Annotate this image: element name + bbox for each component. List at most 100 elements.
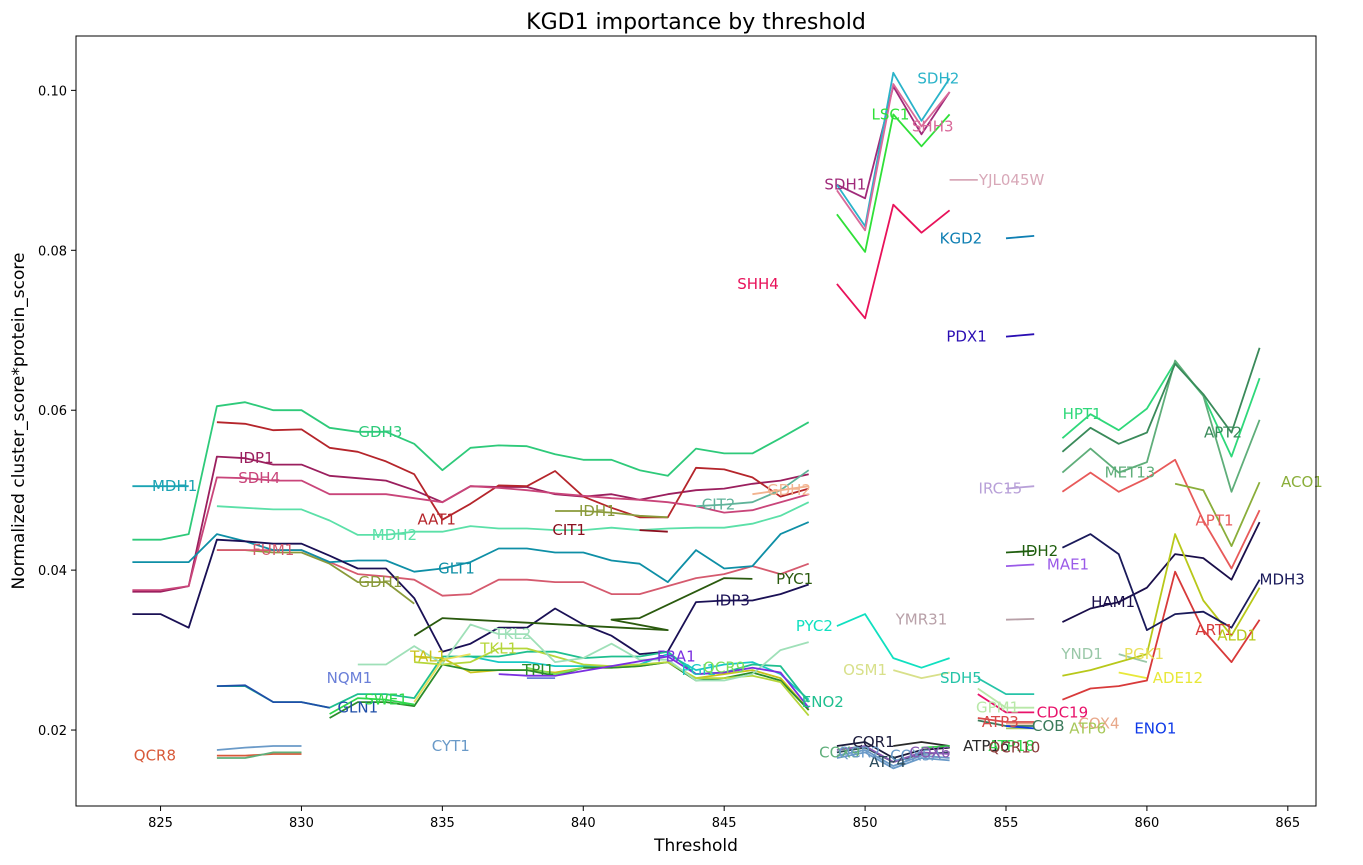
y-axis: 0.02 0.04 0.06 0.08 0.10 [38, 84, 76, 739]
series-label-idh2: IDH2 [1021, 542, 1058, 560]
series-line-atp3 [977, 717, 1035, 723]
series-label-irc15: IRC15 [979, 480, 1023, 498]
series-label-eno2: ENO2 [802, 693, 844, 711]
x-tick-label: 840 [571, 816, 596, 831]
series-line-gln1 [216, 684, 330, 709]
series-line-aat1 [216, 421, 809, 521]
series-line-cor1 [836, 741, 950, 759]
y-tick-label: 0.02 [38, 724, 67, 739]
series-label-cit2: CIT2 [702, 496, 736, 514]
series-label-apt2: APT2 [1204, 424, 1242, 442]
series-label-lsc1: LSC1 [872, 105, 910, 123]
series-label-sdh2: SDH2 [917, 69, 959, 87]
series-label-ymr31: YMR31 [895, 611, 948, 629]
series-label-shh4: SHH4 [737, 275, 779, 293]
series-line-tkl2 [357, 623, 809, 682]
series-label-sdh4: SDH4 [238, 469, 280, 487]
series-label-fum1: FUM1 [252, 541, 294, 559]
series-line-cit2 [695, 469, 810, 508]
series-line-shh3 [836, 83, 951, 232]
series-line-tkl1 [414, 647, 810, 717]
series-line-kgd2 [1005, 235, 1035, 240]
series-label-apt1: APT1 [1196, 512, 1234, 530]
series-line-idp3 [132, 538, 809, 655]
series-line-art1 [1062, 570, 1261, 701]
x-tick-label: 865 [1275, 816, 1300, 831]
x-tick-label: 845 [712, 816, 737, 831]
series-label-sdh5: SDH5 [940, 669, 982, 687]
series-label-mae1: MAE1 [1047, 556, 1089, 574]
series-line-ymr31 [1005, 618, 1035, 621]
series-label-art1: ART1 [1195, 621, 1233, 639]
series-line-pyc1 [413, 577, 753, 637]
series-line-apt1 [1061, 458, 1261, 570]
series-label-cit1: CIT1 [552, 521, 586, 539]
series-line-fba1 [498, 655, 810, 709]
series-label-pgk1: PGK1 [1124, 645, 1164, 663]
series-label-hpt1: HPT1 [1063, 405, 1102, 423]
series-label-atp3: ATP3 [982, 713, 1019, 731]
x-tick-label: 860 [1134, 816, 1159, 831]
series-label-tkl2: TKL2 [493, 625, 531, 643]
series-label-cyt1: CYT1 [432, 737, 470, 755]
series-label-pyc1: PYC1 [776, 570, 813, 588]
series-line-cdc19 [977, 693, 1035, 714]
series-line-qcr9 [526, 666, 584, 675]
series-line-cox5a [836, 749, 950, 767]
series-label-idp3: IDP3 [715, 592, 750, 610]
chart-title: KGD1 importance by threshold [526, 10, 866, 35]
series-label-glt1: GLT1 [438, 560, 475, 578]
series-label-tkl1: TKL1 [479, 639, 517, 657]
series-label-gdh3: GDH3 [358, 423, 402, 441]
plot-frame [75, 35, 1317, 807]
series-label-idh1: IDH1 [579, 502, 616, 520]
series-label-eno1: ENO1 [1134, 719, 1176, 737]
series-label-qcr8: QCR8 [134, 747, 176, 765]
series-label-gdh1: GDH1 [358, 573, 402, 591]
series-label-atp4: ATP4 [869, 753, 906, 771]
series-label-cdc19: CDC19 [1037, 703, 1089, 721]
series-label-ynd1: YND1 [1060, 645, 1102, 663]
series-line-cyt1 [216, 745, 302, 751]
series-label-mdh3: MDH3 [1260, 571, 1305, 589]
series-line-irc15 [1005, 485, 1035, 490]
series-line-osm1 [893, 669, 950, 679]
series-line-hpt1 [1061, 361, 1261, 458]
series-line-aco1 [1174, 481, 1261, 547]
series-label-qcr9: QCR9 [703, 659, 745, 677]
y-tick-label: 0.10 [38, 84, 67, 99]
series-line-atp16 [893, 741, 950, 747]
series-line-pdx1 [1005, 333, 1035, 338]
series-label-cob: COB [1032, 717, 1065, 735]
series-label-tal1: TAL1 [409, 647, 446, 665]
x-tick-label: 855 [994, 816, 1019, 831]
series-line-sdh5 [977, 677, 1035, 695]
series-label-qcr10: QCR10 [989, 739, 1041, 757]
series-label-met13: MET13 [1105, 464, 1156, 482]
series-line-shh4 [836, 203, 951, 320]
series-line-swe1 [329, 697, 415, 715]
series-label-atp18: ATP18 [988, 737, 1034, 755]
series-line-ade12 [1118, 671, 1148, 679]
series-label-yjl045w: YJL045W [978, 171, 1045, 189]
series-label-cox6: COX6 [909, 743, 950, 761]
series-line-cox6 [836, 745, 950, 763]
series-line-atp18 [921, 745, 950, 749]
series-label-gpm1: GPM1 [976, 699, 1019, 717]
series-line-ald1 [1062, 533, 1261, 677]
y-tick-label: 0.06 [38, 404, 67, 419]
series-label-gdh2: GDH2 [767, 481, 811, 499]
series-label-aco1: ACO1 [1281, 473, 1323, 491]
y-axis-label: Normalized cluster_score*protein_score [9, 253, 29, 590]
series-line-met13 [1061, 359, 1261, 493]
series-line-idh1 [555, 510, 668, 519]
series-line-mae1 [1005, 563, 1035, 567]
series-label-tpi1: TPI1 [521, 661, 554, 679]
series-line-lsc1 [836, 113, 951, 253]
series-label-qcr2: QCR2 [838, 743, 880, 761]
series-line-gpm1 [977, 687, 1035, 709]
series-line-cox9 [216, 751, 302, 759]
series-label-gln1: GLN1 [337, 699, 378, 717]
series-label-pyc2: PYC2 [796, 617, 833, 635]
